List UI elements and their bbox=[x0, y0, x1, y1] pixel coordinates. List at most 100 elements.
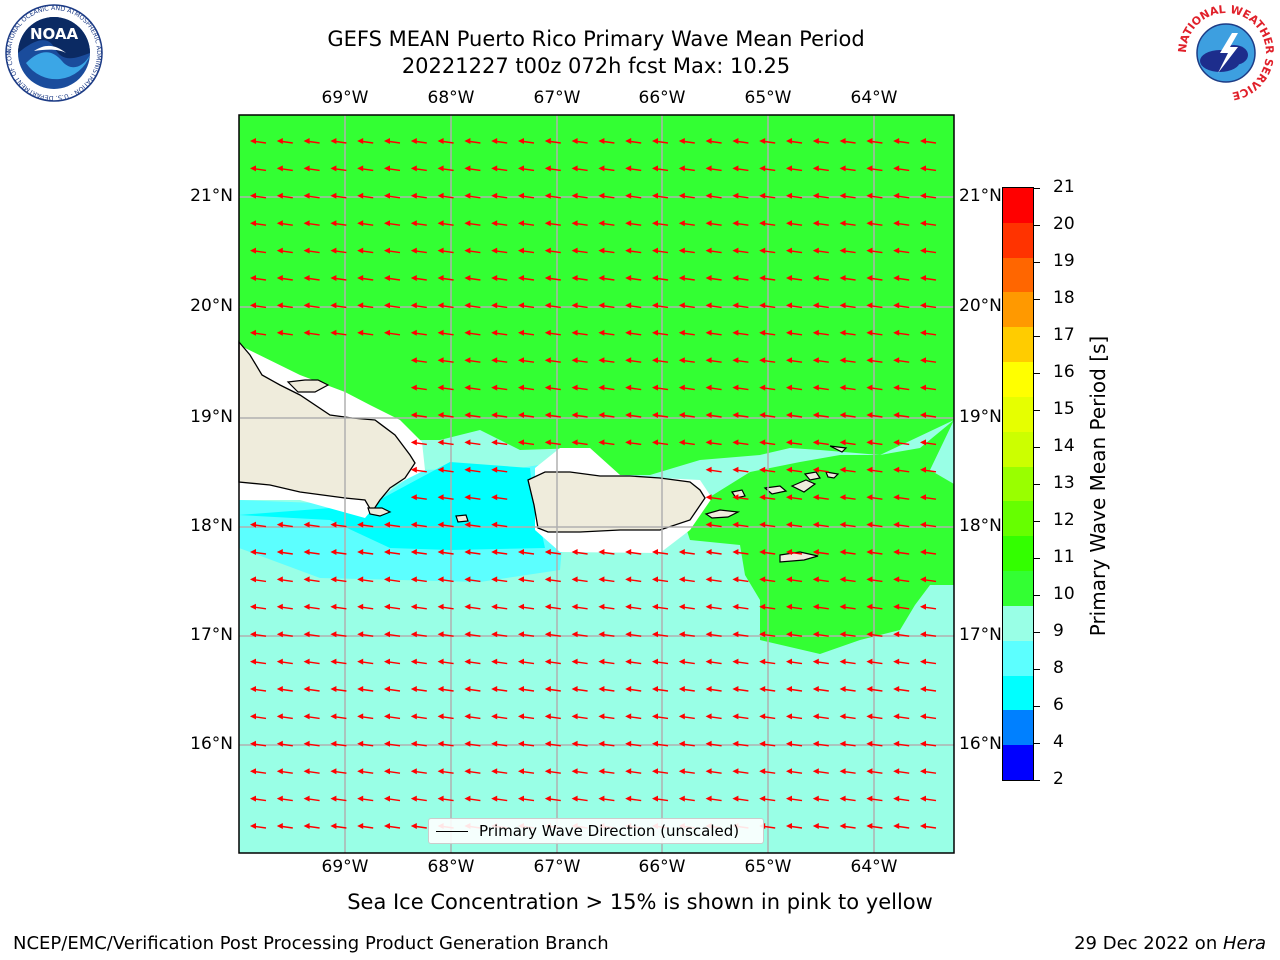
lat-label-right: 16°N bbox=[959, 734, 1002, 754]
wave-arrow-head bbox=[786, 329, 792, 336]
wave-arrow-head bbox=[303, 302, 310, 309]
wave-arrow-head bbox=[732, 302, 739, 309]
wave-arrow-head bbox=[437, 576, 444, 583]
footer-branch: NCEP/EMC/Verification Post Processing Pr… bbox=[13, 933, 609, 954]
wave-arrow-head bbox=[759, 549, 766, 555]
wave-arrow-head bbox=[276, 823, 283, 829]
wave-arrow-head bbox=[625, 740, 632, 747]
wave-arrow-head bbox=[893, 384, 900, 391]
wave-arrow-head bbox=[544, 220, 551, 227]
wave-arrow-head bbox=[732, 494, 739, 501]
wave-arrow-head bbox=[250, 795, 256, 802]
wave-arrow-head bbox=[330, 220, 337, 227]
land-mona bbox=[455, 514, 469, 523]
wave-arrow-head bbox=[678, 138, 685, 144]
wave-arrow-head bbox=[357, 768, 364, 775]
colorbar-tick bbox=[1033, 632, 1040, 633]
wave-arrow-head bbox=[893, 439, 900, 446]
wave-arrow-head bbox=[759, 220, 766, 227]
wave-arrow-head bbox=[705, 275, 712, 281]
wave-arrow-head bbox=[491, 275, 498, 281]
wave-arrow-head bbox=[812, 384, 819, 391]
wave-arrow-head bbox=[839, 384, 846, 391]
wave-arrow-head bbox=[893, 576, 900, 583]
wave-arrow-head bbox=[410, 549, 417, 555]
wave-arrow-head bbox=[410, 576, 417, 583]
wave-arrow-head bbox=[732, 795, 739, 802]
wave-arrow-head bbox=[625, 275, 632, 281]
wave-arrow-head bbox=[303, 576, 310, 583]
wave-arrow-head bbox=[357, 138, 364, 144]
wave-arrow-head bbox=[410, 795, 417, 802]
colorbar-segment bbox=[1003, 292, 1033, 328]
wave-arrow-head bbox=[625, 412, 632, 418]
wave-arrow-head bbox=[839, 795, 846, 802]
colorbar-tick-label: 16 bbox=[1053, 362, 1075, 382]
wave-arrow-head bbox=[920, 686, 926, 692]
wave-arrow-head bbox=[384, 603, 390, 610]
land-tortuga bbox=[286, 379, 330, 393]
wave-arrow-head bbox=[437, 740, 444, 747]
wave-arrow-head bbox=[812, 439, 819, 446]
legend-line-sample bbox=[436, 831, 468, 832]
wave-arrow-head bbox=[437, 768, 444, 775]
wave-arrow-head bbox=[678, 412, 685, 418]
colorbar-tick bbox=[1033, 373, 1040, 374]
colorbar-tick-label: 17 bbox=[1053, 325, 1075, 345]
colorbar-tick bbox=[1033, 262, 1040, 263]
wave-arrow-head bbox=[250, 302, 256, 309]
wave-arrow-head bbox=[866, 302, 873, 309]
wave-arrow-head bbox=[839, 658, 846, 665]
lon-label-top: 66°W bbox=[638, 88, 686, 108]
wave-arrow-head bbox=[250, 138, 256, 144]
wave-arrow-head bbox=[920, 384, 926, 391]
wave-arrow-head bbox=[652, 686, 658, 692]
wave-arrow-head bbox=[866, 603, 873, 610]
wave-arrow-head bbox=[276, 631, 283, 638]
lat-label-right: 19°N bbox=[959, 407, 1002, 427]
wave-arrow-head bbox=[544, 658, 551, 665]
land-st-croix bbox=[779, 551, 819, 563]
wave-arrow-head bbox=[652, 412, 658, 418]
wave-arrow-head bbox=[357, 549, 364, 555]
wave-arrow-head bbox=[330, 713, 337, 720]
wave-arrow-head bbox=[866, 631, 873, 638]
wave-arrow-head bbox=[464, 220, 471, 227]
wave-arrow-head bbox=[384, 521, 390, 528]
wave-arrow-head bbox=[276, 658, 283, 665]
wave-arrow-head bbox=[464, 740, 471, 747]
wave-arrow-head bbox=[410, 412, 417, 418]
field-band-10-11 bbox=[239, 115, 954, 654]
wave-arrow-head bbox=[250, 192, 256, 199]
land-saona bbox=[367, 507, 392, 517]
wave-arrow-head bbox=[384, 247, 390, 254]
wave-arrow-head bbox=[571, 603, 578, 610]
wave-arrow-head bbox=[812, 686, 819, 692]
land-tortola bbox=[790, 479, 817, 493]
lon-label-bottom: 66°W bbox=[638, 857, 686, 877]
wave-arrow-head bbox=[544, 165, 551, 172]
wave-arrow-head bbox=[893, 138, 900, 144]
wave-arrow-head bbox=[759, 439, 766, 446]
wave-arrow-head bbox=[732, 439, 739, 446]
wave-arrow-head bbox=[410, 740, 417, 747]
wave-arrow-head bbox=[678, 740, 685, 747]
colorbar-tick-label: 14 bbox=[1053, 436, 1075, 456]
wave-arrow-head bbox=[464, 302, 471, 309]
wave-arrow-head bbox=[330, 275, 337, 281]
wave-arrow-head bbox=[812, 658, 819, 665]
wave-arrow-head bbox=[250, 549, 256, 555]
wave-arrow-head bbox=[437, 165, 444, 172]
wave-arrow-head bbox=[678, 165, 685, 172]
lat-label-left: 19°N bbox=[190, 407, 233, 427]
wave-arrow-head bbox=[786, 466, 792, 473]
lon-label-top: 68°W bbox=[427, 88, 475, 108]
wave-arrow-head bbox=[544, 603, 551, 610]
wave-arrow-head bbox=[464, 713, 471, 720]
wave-arrow-head bbox=[652, 768, 658, 775]
wave-arrow-head bbox=[357, 740, 364, 747]
wave-arrow-head bbox=[812, 713, 819, 720]
wave-arrow-head bbox=[839, 494, 846, 501]
wave-arrow-head bbox=[598, 329, 605, 336]
wave-arrow-head bbox=[384, 686, 390, 692]
